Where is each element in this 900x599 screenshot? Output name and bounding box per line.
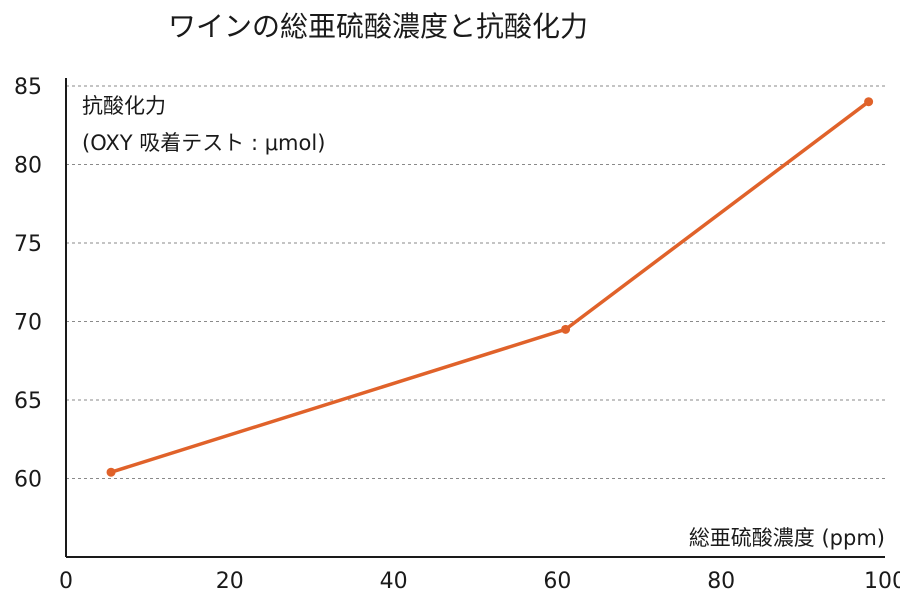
gridlines	[66, 85, 885, 479]
chart-title: ワインの総亜硫酸濃度と抗酸化力	[168, 10, 588, 43]
y-tick-label-60: 60	[14, 468, 42, 493]
x-axis-label: 総亜硫酸濃度 (ppm)	[689, 526, 885, 550]
y-axis-label: 抗酸化力	[82, 94, 166, 118]
x-tick-label-60: 60	[543, 569, 571, 594]
x-tick-label-40: 40	[380, 569, 408, 594]
y-axis-label-unit: (OXY 吸着テスト : μmol)	[82, 131, 325, 155]
x-tick-label-80: 80	[707, 569, 735, 594]
y-tick-label-70: 70	[14, 311, 42, 336]
tick-labels: 60 65 70 75 80 85 0 20 40 60 80 100	[14, 75, 900, 594]
axes	[65, 78, 885, 558]
y-tick-label-80: 80	[14, 154, 42, 179]
data-point-0-2	[864, 97, 874, 107]
y-tick-label-85: 85	[14, 75, 42, 100]
y-tick-label-75: 75	[14, 232, 42, 257]
data-point-0-0	[106, 467, 116, 477]
series-line-0	[109, 99, 871, 474]
x-tick-label-0: 0	[59, 569, 73, 594]
x-tick-label-20: 20	[216, 569, 244, 594]
y-tick-label-65: 65	[14, 389, 42, 414]
x-tick-label-100: 100	[864, 569, 900, 594]
series-group	[106, 97, 874, 477]
data-point-0-1	[561, 324, 571, 334]
